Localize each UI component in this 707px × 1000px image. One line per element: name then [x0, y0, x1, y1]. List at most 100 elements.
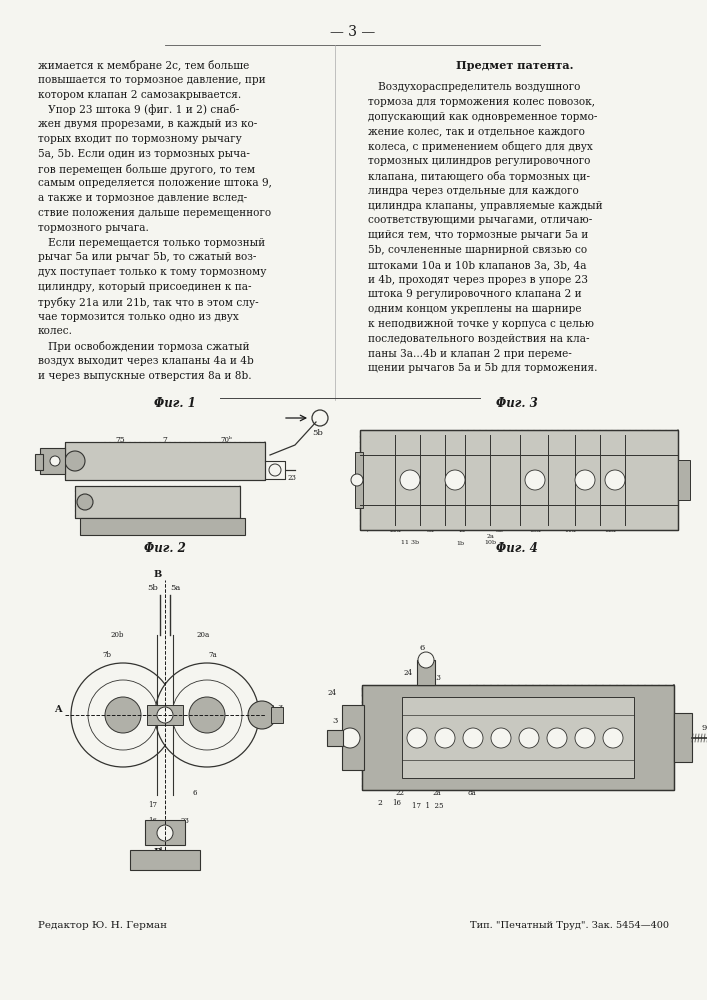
Text: — 3 —: — 3 —: [330, 25, 375, 39]
Text: 22: 22: [395, 789, 404, 797]
Text: A: A: [268, 705, 276, 714]
Circle shape: [575, 728, 595, 748]
Text: жение колес, так и отдельное каждого: жение колес, так и отдельное каждого: [368, 127, 585, 137]
Circle shape: [155, 663, 259, 767]
Text: колеса, с применением общего для двух: колеса, с применением общего для двух: [368, 141, 592, 152]
Bar: [145, 820, 185, 845]
Text: гов перемещен больше другого, то тем: гов перемещен больше другого, то тем: [38, 164, 255, 175]
Bar: [355, 452, 363, 508]
Bar: [40, 448, 65, 474]
Text: 16: 16: [392, 799, 401, 807]
Text: 3b: 3b: [496, 528, 504, 533]
Text: 7: 7: [163, 436, 168, 444]
Text: чае тормозится только одно из двух: чае тормозится только одно из двух: [38, 312, 239, 322]
Text: 7b: 7b: [103, 651, 112, 659]
Circle shape: [435, 728, 455, 748]
Text: цилиндру, который присоединен к па-: цилиндру, который присоединен к па-: [38, 282, 252, 292]
Text: Предмет патента.: Предмет патента.: [456, 60, 574, 71]
Text: 1b: 1b: [456, 541, 464, 546]
Text: 15: 15: [148, 831, 158, 839]
Text: к неподвижной точке у корпуса с целью: к неподвижной точке у корпуса с целью: [368, 319, 594, 329]
Circle shape: [547, 728, 567, 748]
Text: 23: 23: [288, 474, 297, 482]
Bar: [80, 518, 245, 535]
Text: 2a: 2a: [486, 534, 494, 539]
Circle shape: [400, 470, 420, 490]
Text: повышается то тормозное давление, при: повышается то тормозное давление, при: [38, 75, 266, 85]
Bar: [360, 430, 678, 530]
Text: 21a: 21a: [223, 706, 237, 714]
Text: 17  1  25: 17 1 25: [412, 802, 443, 810]
Text: Φиг. 4: Φиг. 4: [496, 542, 538, 555]
Text: 5а, 5b. Если один из тормозных рыча-: 5а, 5b. Если один из тормозных рыча-: [38, 149, 250, 159]
Text: 7: 7: [365, 528, 369, 533]
Bar: [35, 454, 43, 470]
Bar: [65, 442, 265, 480]
Text: B: B: [153, 848, 162, 857]
Circle shape: [157, 707, 173, 723]
Text: жен двумя прорезами, в каждый из ко-: жен двумя прорезами, в каждый из ко-: [38, 119, 257, 129]
Text: 3: 3: [332, 717, 337, 725]
Text: 6: 6: [193, 789, 197, 797]
Text: торых входит по тормозному рычагу: торых входит по тормозному рычагу: [38, 134, 242, 144]
Text: 17: 17: [148, 801, 158, 809]
Bar: [327, 730, 343, 746]
Text: воздух выходит через клапаны 4а и 4b: воздух выходит через клапаны 4а и 4b: [38, 356, 254, 366]
Text: рычаг 5а или рычаг 5b, то сжатый воз-: рычаг 5а или рычаг 5b, то сжатый воз-: [38, 252, 257, 262]
Text: линдра через отдельные для каждого: линдра через отдельные для каждого: [368, 186, 579, 196]
Circle shape: [189, 697, 225, 733]
Circle shape: [105, 697, 141, 733]
Bar: [417, 660, 435, 685]
Text: жимается к мембране 2с, тем больше: жимается к мембране 2с, тем больше: [38, 60, 250, 71]
Bar: [130, 850, 200, 870]
Text: Редактор Ю. Н. Герман: Редактор Ю. Н. Герман: [38, 920, 167, 930]
Text: 5a: 5a: [170, 584, 180, 592]
Text: штоками 10а и 10b клапанов 3а, 3b, 4а: штоками 10а и 10b клапанов 3а, 3b, 4а: [368, 260, 587, 270]
Circle shape: [519, 728, 539, 748]
Text: одним концом укреплены на шарнире: одним концом укреплены на шарнире: [368, 304, 581, 314]
Bar: [362, 685, 674, 790]
Text: 3: 3: [277, 704, 282, 712]
Bar: [674, 713, 692, 762]
Text: клапана, питающего оба тормозных ци-: клапана, питающего оба тормозных ци-: [368, 171, 590, 182]
Circle shape: [88, 680, 158, 750]
Text: 1: 1: [158, 847, 162, 855]
Circle shape: [351, 474, 363, 486]
Circle shape: [603, 728, 623, 748]
Bar: [147, 705, 183, 725]
Text: 13a: 13a: [529, 528, 541, 533]
Text: дух поступает только к тому тормозному: дух поступает только к тому тормозному: [38, 267, 267, 277]
Bar: [65, 442, 265, 480]
Text: 2: 2: [377, 799, 382, 807]
Text: 9: 9: [702, 724, 707, 732]
Text: 10b: 10b: [484, 540, 496, 545]
Text: 24: 24: [327, 689, 336, 697]
Circle shape: [71, 663, 175, 767]
Text: 13: 13: [432, 674, 441, 682]
Text: трубку 21а или 21b, так что в этом слу-: трубку 21а или 21b, так что в этом слу-: [38, 297, 259, 308]
Text: 4a: 4a: [458, 528, 466, 533]
Circle shape: [463, 728, 483, 748]
Text: 5b, сочлененные шарнирной связью со: 5b, сочлененные шарнирной связью со: [368, 245, 587, 255]
Circle shape: [77, 494, 93, 510]
Text: 1: 1: [110, 524, 115, 532]
Text: 12a: 12a: [604, 528, 616, 533]
Text: 2a: 2a: [433, 789, 441, 797]
Text: При освобождении тормоза сжатый: При освобождении тормоза сжатый: [38, 341, 250, 352]
Text: —: —: [217, 703, 226, 712]
Circle shape: [157, 825, 173, 841]
Circle shape: [172, 680, 242, 750]
Text: штока 9 регулировочного клапана 2 и: штока 9 регулировочного клапана 2 и: [368, 289, 582, 299]
Circle shape: [312, 410, 328, 426]
Bar: [271, 707, 283, 723]
Text: A: A: [54, 705, 62, 714]
Text: 20b: 20b: [110, 631, 124, 639]
Text: —: —: [105, 703, 113, 712]
Circle shape: [445, 470, 465, 490]
Text: 7a: 7a: [209, 651, 217, 659]
Text: Если перемещается только тормозный: Если перемещается только тормозный: [38, 238, 265, 248]
Text: котором клапан 2 самозакрывается.: котором клапан 2 самозакрывается.: [38, 90, 241, 100]
Text: 6: 6: [420, 644, 425, 652]
Text: тормозных цилиндров регулировочного: тормозных цилиндров регулировочного: [368, 156, 590, 166]
Text: цилиндра клапаны, управляемые каждый: цилиндра клапаны, управляемые каждый: [368, 201, 602, 211]
